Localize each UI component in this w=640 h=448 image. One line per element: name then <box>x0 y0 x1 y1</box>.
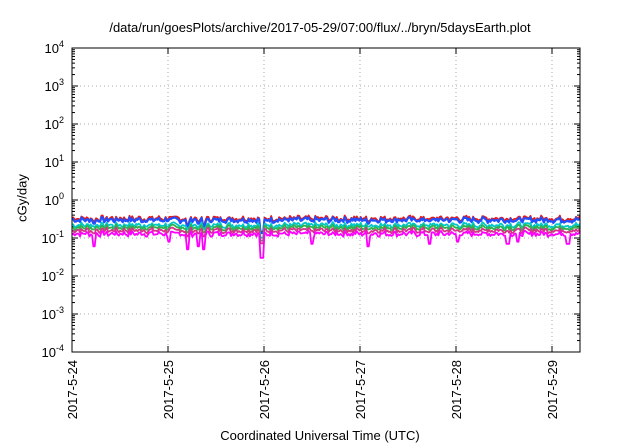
x-tick-label: 2017-5-25 <box>161 360 176 419</box>
y-tick-label: 10-1 <box>42 229 64 246</box>
y-tick-label: 10-3 <box>42 305 64 322</box>
x-tick-label: 2017-5-29 <box>545 360 560 419</box>
y-tick-label: 102 <box>45 115 64 132</box>
series-line <box>71 215 581 235</box>
chart-title: /data/run/goesPlots/archive/2017-05-29/0… <box>109 20 531 35</box>
y-tick-label: 101 <box>45 153 64 170</box>
series-line <box>71 229 581 259</box>
series-line <box>71 214 581 233</box>
series-line <box>71 226 581 245</box>
x-tick-label: 2017-5-27 <box>353 360 368 419</box>
y-tick-label: 10-4 <box>42 343 64 360</box>
y-tick-label: 104 <box>45 39 64 56</box>
y-tick-label: 100 <box>45 191 64 208</box>
y-axis-label: cGy/day <box>14 174 30 222</box>
plot-frame <box>71 47 581 353</box>
x-tick-label: 2017-5-28 <box>449 360 464 419</box>
x-tick-label: 2017-5-24 <box>65 360 80 419</box>
x-tick-label: 2017-5-26 <box>257 360 272 419</box>
x-axis-label: Coordinated Universal Time (UTC) <box>220 428 420 443</box>
series-line <box>71 221 581 239</box>
y-tick-label: 103 <box>45 77 64 94</box>
series-line <box>71 223 581 242</box>
y-tick-label: 10-2 <box>42 267 64 284</box>
